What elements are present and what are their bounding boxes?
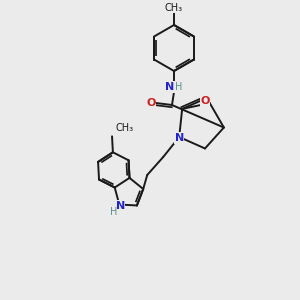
Text: CH₃: CH₃: [165, 3, 183, 13]
Text: H: H: [175, 82, 183, 92]
Text: N: N: [116, 200, 125, 211]
Text: O: O: [200, 96, 210, 106]
Text: H: H: [110, 206, 117, 217]
Text: N: N: [165, 82, 175, 92]
Text: CH₃: CH₃: [115, 123, 133, 133]
Text: O: O: [146, 98, 156, 108]
Text: N: N: [175, 133, 184, 143]
